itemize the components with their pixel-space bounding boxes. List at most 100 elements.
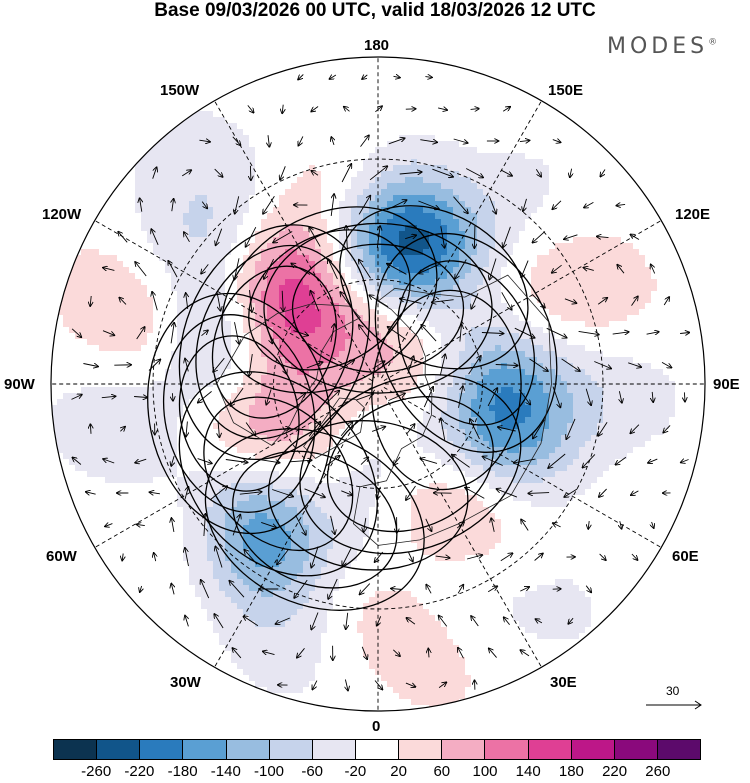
anomaly-cell [177,153,184,160]
anomaly-cell [351,153,358,160]
anomaly-cell [303,219,310,226]
anomaly-cell [309,285,316,292]
anomaly-cell [141,105,148,112]
anomaly-cell [555,213,562,220]
anomaly-cell [231,195,238,202]
anomaly-cell [93,165,100,172]
anomaly-cell [81,129,88,136]
anomaly-cell [267,111,274,118]
anomaly-cell [69,279,76,286]
anomaly-cell [381,195,388,202]
anomaly-cell [399,249,406,256]
anomaly-cell [267,243,274,250]
anomaly-cell [237,87,244,94]
anomaly-cell [447,159,454,166]
anomaly-cell [693,177,700,184]
anomaly-cell [477,111,484,118]
anomaly-cell [387,255,394,262]
anomaly-cell [99,105,106,112]
anomaly-cell [615,189,622,196]
anomaly-cell [543,177,550,184]
anomaly-cell [495,267,502,274]
anomaly-cell [447,249,454,256]
anomaly-cell [519,159,526,166]
anomaly-cell [273,93,280,100]
anomaly-cell [285,255,292,262]
anomaly-cell [225,255,232,262]
anomaly-cell [399,189,406,196]
anomaly-cell [621,321,628,328]
anomaly-cell [321,147,328,154]
anomaly-cell [627,87,634,94]
anomaly-cell [393,297,400,304]
anomaly-cell [327,183,334,190]
anomaly-cell [267,75,274,82]
anomaly-cell [321,129,328,136]
anomaly-cell [291,213,298,220]
anomaly-cell [507,87,514,94]
anomaly-cell [675,309,682,316]
anomaly-cell [195,303,202,310]
anomaly-cell [201,75,208,82]
anomaly-cell [417,327,424,334]
anomaly-cell [225,249,232,256]
anomaly-cell [579,249,586,256]
anomaly-cell [75,291,82,298]
anomaly-cell [171,117,178,124]
anomaly-cell [657,63,664,70]
anomaly-cell [561,327,568,334]
anomaly-cell [171,243,178,250]
anomaly-cell [225,123,232,130]
anomaly-cell [285,195,292,202]
anomaly-cell [585,135,592,142]
anomaly-cell [345,201,352,208]
anomaly-cell [669,159,676,166]
anomaly-cell [603,279,610,286]
anomaly-cell [183,285,190,292]
anomaly-cell [615,273,622,280]
anomaly-cell [423,279,430,286]
anomaly-cell [555,123,562,130]
anomaly-cell [621,255,628,262]
anomaly-cell [657,153,664,160]
anomaly-cell [213,57,220,64]
anomaly-cell [417,183,424,190]
anomaly-cell [675,123,682,130]
anomaly-cell [591,273,598,280]
anomaly-cell [351,255,358,262]
anomaly-cell [669,261,676,268]
anomaly-cell [357,111,364,118]
anomaly-cell [129,267,136,274]
anomaly-cell [399,123,406,130]
anomaly-cell [123,153,130,160]
anomaly-cell [429,273,436,280]
anomaly-cell [501,213,508,220]
anomaly-cell [465,81,472,88]
anomaly-cell [303,153,310,160]
anomaly-cell [579,177,586,184]
anomaly-cell [345,267,352,274]
anomaly-cell [513,93,520,100]
anomaly-cell [543,225,550,232]
anomaly-cell [477,261,484,268]
anomaly-cell [603,189,610,196]
anomaly-cell [387,111,394,118]
anomaly-cell [447,207,454,214]
anomaly-cell [675,195,682,202]
anomaly-cell [657,321,664,328]
anomaly-cell [63,93,70,100]
anomaly-cell [465,87,472,94]
anomaly-cell [105,243,112,250]
anomaly-cell [393,315,400,322]
anomaly-cell [159,321,166,328]
anomaly-cell [57,327,64,334]
anomaly-cell [633,303,640,310]
anomaly-cell [267,207,274,214]
anomaly-cell [315,267,322,274]
anomaly-cell [579,111,586,118]
anomaly-cell [177,291,184,298]
anomaly-cell [369,243,376,250]
anomaly-cell [573,231,580,238]
anomaly-cell [387,297,394,304]
anomaly-cell [333,165,340,172]
